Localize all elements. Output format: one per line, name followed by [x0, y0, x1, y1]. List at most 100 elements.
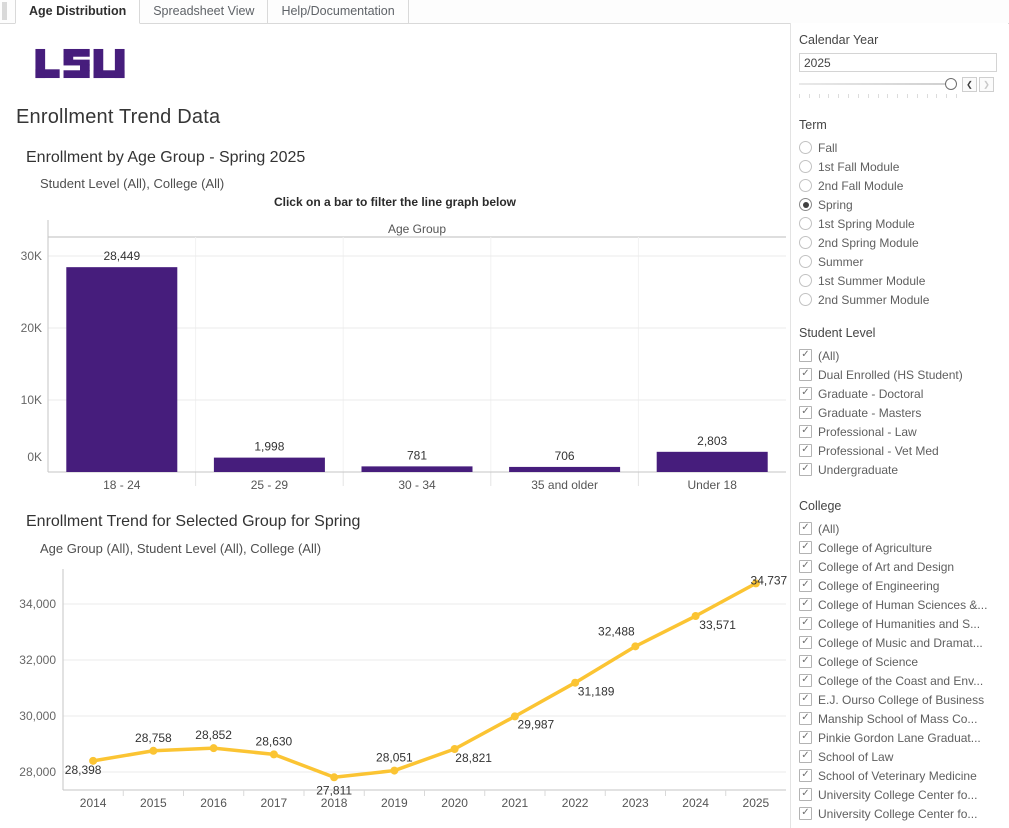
point-2018[interactable]	[330, 773, 339, 782]
checkbox-icon[interactable]: ✓	[799, 387, 812, 400]
checkbox-icon[interactable]: ✓	[799, 712, 812, 725]
check-college-college-of-humanities-and-s[interactable]: ✓ College of Humanities and S...	[799, 614, 1004, 633]
checkbox-label: University College Center fo...	[818, 806, 978, 821]
check-student-level-graduate-doctoral[interactable]: ✓ Graduate - Doctoral	[799, 384, 1004, 403]
checkbox-icon[interactable]: ✓	[799, 769, 812, 782]
point-2023[interactable]	[631, 642, 640, 651]
radio-1st-spring-module[interactable]: 1st Spring Module	[799, 214, 1004, 233]
checkbox-icon[interactable]: ✓	[799, 693, 812, 706]
checkbox-icon[interactable]: ✓	[799, 655, 812, 668]
check-college-college-of-engineering[interactable]: ✓ College of Engineering	[799, 576, 1004, 595]
line-chart[interactable]: 28,000 30,000 32,000 34,000 2014 2015 2016 2017…	[0, 565, 790, 817]
point-2020[interactable]	[450, 745, 459, 754]
point-2021[interactable]	[510, 712, 519, 721]
radio-button-icon[interactable]	[799, 160, 812, 173]
checkbox-icon[interactable]: ✓	[799, 598, 812, 611]
check-student-level-graduate-masters[interactable]: ✓ Graduate - Masters	[799, 403, 1004, 422]
bar-35-and-older[interactable]	[509, 466, 621, 472]
checkbox-icon[interactable]: ✓	[799, 425, 812, 438]
bar-under-18[interactable]	[656, 451, 768, 472]
point-2014[interactable]	[89, 756, 98, 765]
radio-summer[interactable]: Summer	[799, 252, 1004, 271]
radio-button-icon[interactable]	[799, 293, 812, 306]
point-2016[interactable]	[209, 744, 218, 753]
point-2022[interactable]	[571, 678, 580, 687]
radio-button-icon[interactable]	[799, 198, 812, 211]
check-college-all[interactable]: ✓ (All)	[799, 519, 1004, 538]
checkbox-icon[interactable]: ✓	[799, 807, 812, 820]
radio-spring[interactable]: Spring	[799, 195, 1004, 214]
line-x-tick-label: 2016	[200, 796, 227, 810]
checkbox-icon[interactable]: ✓	[799, 617, 812, 630]
radio-button-icon[interactable]	[799, 179, 812, 192]
bar-30-34[interactable]	[361, 466, 473, 472]
radio-button-icon[interactable]	[799, 217, 812, 230]
point-2019[interactable]	[390, 766, 399, 775]
point-value-label: 27,811	[316, 783, 352, 797]
point-2024[interactable]	[691, 612, 700, 621]
checkbox-icon[interactable]: ✓	[799, 444, 812, 457]
check-college-college-of-art-and-design[interactable]: ✓ College of Art and Design	[799, 557, 1004, 576]
check-student-level-professional-law[interactable]: ✓ Professional - Law	[799, 422, 1004, 441]
radio-fall[interactable]: Fall	[799, 138, 1004, 157]
calendar-year-filter: Calendar Year ❮ ❯	[799, 33, 1004, 98]
lsu-logo	[33, 48, 127, 79]
radio-button-icon[interactable]	[799, 141, 812, 154]
check-college-university-college-center-fo[interactable]: ✓ University College Center fo...	[799, 804, 1004, 823]
radio-button-icon[interactable]	[799, 236, 812, 249]
check-college-college-of-science[interactable]: ✓ College of Science	[799, 652, 1004, 671]
slider-track[interactable]	[799, 83, 955, 85]
point-2015[interactable]	[149, 746, 158, 755]
check-college-college-of-agriculture[interactable]: ✓ College of Agriculture	[799, 538, 1004, 557]
check-student-level-professional-vet-med[interactable]: ✓ Professional - Vet Med	[799, 441, 1004, 460]
radio-button-icon[interactable]	[799, 274, 812, 287]
checkbox-icon[interactable]: ✓	[799, 368, 812, 381]
check-college-e-j-ourso-college-of-business[interactable]: ✓ E.J. Ourso College of Business	[799, 690, 1004, 709]
radio-1st-summer-module[interactable]: 1st Summer Module	[799, 271, 1004, 290]
checkbox-icon[interactable]: ✓	[799, 788, 812, 801]
check-college-pinkie-gordon-lane-graduat[interactable]: ✓ Pinkie Gordon Lane Graduat...	[799, 728, 1004, 747]
point-2017[interactable]	[269, 750, 278, 759]
check-college-manship-school-of-mass-co[interactable]: ✓ Manship School of Mass Co...	[799, 709, 1004, 728]
check-college-university-college-center-fo[interactable]: ✓ University College Center fo...	[799, 785, 1004, 804]
tab-age-distribution[interactable]: Age Distribution	[15, 0, 141, 24]
tab-scroll-handle[interactable]	[2, 2, 7, 20]
check-college-college-of-the-coast-and-env[interactable]: ✓ College of the Coast and Env...	[799, 671, 1004, 690]
slider-next-button[interactable]: ❯	[979, 77, 994, 92]
calendar-year-input[interactable]	[799, 53, 997, 72]
radio-2nd-fall-module[interactable]: 2nd Fall Module	[799, 176, 1004, 195]
checkbox-icon[interactable]: ✓	[799, 750, 812, 763]
checkbox-icon[interactable]: ✓	[799, 636, 812, 649]
radio-2nd-summer-module[interactable]: 2nd Summer Module	[799, 290, 1004, 309]
checkbox-icon[interactable]: ✓	[799, 406, 812, 419]
checkbox-icon[interactable]: ✓	[799, 579, 812, 592]
check-college-college-of-human-sciences[interactable]: ✓ College of Human Sciences &...	[799, 595, 1004, 614]
tab-help-documentation[interactable]: Help/Documentation	[268, 0, 409, 23]
check-student-level-all[interactable]: ✓ (All)	[799, 346, 1004, 365]
point-2025[interactable]	[751, 579, 760, 588]
slider-prev-button[interactable]: ❮	[962, 77, 977, 92]
check-college-school-of-veterinary-medicine[interactable]: ✓ School of Veterinary Medicine	[799, 766, 1004, 785]
slider-handle[interactable]	[945, 78, 957, 90]
check-college-school-of-law[interactable]: ✓ School of Law	[799, 747, 1004, 766]
checkbox-icon[interactable]: ✓	[799, 349, 812, 362]
bar-18-24[interactable]	[66, 267, 178, 472]
checkbox-icon[interactable]: ✓	[799, 731, 812, 744]
bar-chart[interactable]: Age Group 0K 10K 20K 30K 28,449 18 - 24 1,998 25…	[0, 220, 790, 492]
college-filter: College ✓ (All) ✓ College of Agriculture ✓ Co…	[799, 499, 1004, 823]
checkbox-icon[interactable]: ✓	[799, 463, 812, 476]
checkbox-icon[interactable]: ✓	[799, 541, 812, 554]
filter-panel: Calendar Year ❮ ❯ Term Fall 1st Fall Modu…	[790, 23, 1008, 828]
radio-1st-fall-module[interactable]: 1st Fall Module	[799, 157, 1004, 176]
checkbox-icon[interactable]: ✓	[799, 522, 812, 535]
radio-label: 2nd Summer Module	[818, 292, 930, 307]
check-student-level-undergraduate[interactable]: ✓ Undergraduate	[799, 460, 1004, 479]
check-college-college-of-music-and-dramat[interactable]: ✓ College of Music and Dramat...	[799, 633, 1004, 652]
radio-2nd-spring-module[interactable]: 2nd Spring Module	[799, 233, 1004, 252]
tab-spreadsheet-view[interactable]: Spreadsheet View	[140, 0, 269, 23]
radio-button-icon[interactable]	[799, 255, 812, 268]
checkbox-icon[interactable]: ✓	[799, 560, 812, 573]
bar-25-29[interactable]	[213, 457, 325, 472]
checkbox-icon[interactable]: ✓	[799, 674, 812, 687]
check-student-level-dual-enrolled-hs-student[interactable]: ✓ Dual Enrolled (HS Student)	[799, 365, 1004, 384]
